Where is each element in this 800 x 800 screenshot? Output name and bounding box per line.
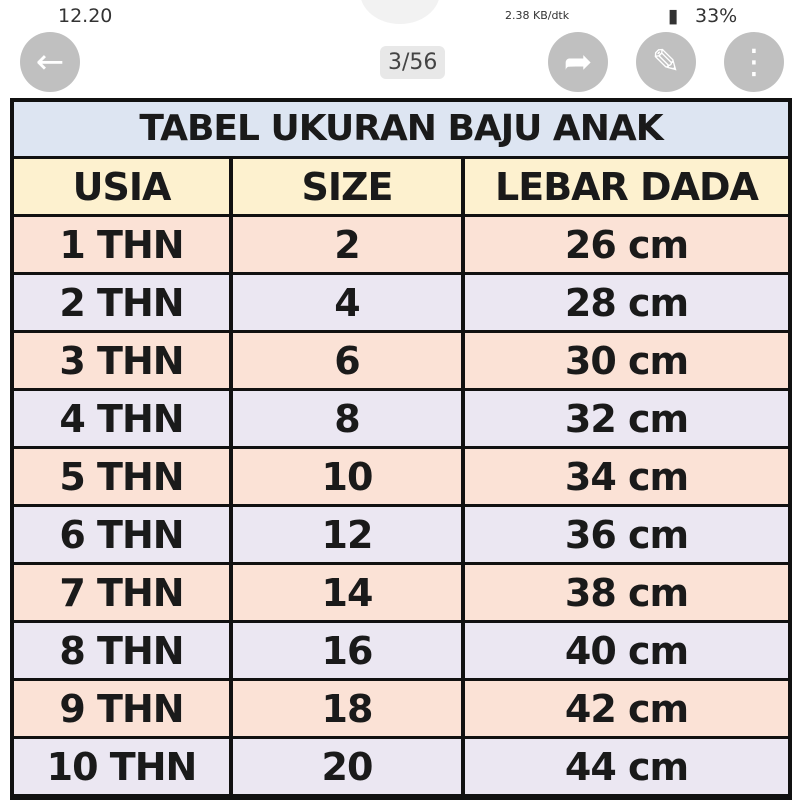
status-bar: 12.20 2.38 KB/dtk ▮ 33% <box>0 0 800 30</box>
table-row: 6 THN 12 36 cm <box>14 507 788 562</box>
table-cell: 14 <box>233 565 461 620</box>
size-table: USIA SIZE LEBAR DADA 1 THN 2 26 cm 2 THN 4 28 cm… <box>14 159 788 797</box>
table-cell: 10 THN <box>14 739 229 794</box>
more-icon[interactable]: ⋮ <box>724 32 784 92</box>
table-cell: 8 <box>233 391 461 446</box>
table-cell: 6 <box>233 333 461 388</box>
viewer-toolbar: ← 3/56 ➦ ✎ ⋮ <box>0 30 800 96</box>
table-cell: 34 cm <box>465 449 788 504</box>
column-header: USIA <box>14 159 229 214</box>
share-icon[interactable]: ➦ <box>548 32 608 92</box>
image-counter: 3/56 <box>380 46 446 79</box>
battery-level: 33% <box>695 5 738 27</box>
table-cell: 18 <box>233 681 461 736</box>
table-row: 8 THN 16 40 cm <box>14 623 788 678</box>
table-row: 9 THN 18 42 cm <box>14 681 788 736</box>
table-cell: 44 cm <box>465 739 788 794</box>
table-row: 7 THN 14 38 cm <box>14 565 788 620</box>
table-header: USIA SIZE LEBAR DADA <box>14 159 788 214</box>
table-cell: 28 cm <box>465 275 788 330</box>
table-cell: 12 <box>233 507 461 562</box>
table-cell: 32 cm <box>465 391 788 446</box>
table-cell: 1 THN <box>14 217 229 272</box>
table-cell: 2 THN <box>14 275 229 330</box>
column-header: SIZE <box>233 159 461 214</box>
table-cell: 36 cm <box>465 507 788 562</box>
table-row: 4 THN 8 32 cm <box>14 391 788 446</box>
table-title: TABEL UKURAN BAJU ANAK <box>14 102 788 156</box>
network-speed: 2.38 KB/dtk <box>505 9 570 22</box>
table-cell: 2 <box>233 217 461 272</box>
table-row: 2 THN 4 28 cm <box>14 275 788 330</box>
table-row: 10 THN 20 44 cm <box>14 739 788 794</box>
back-arrow-icon[interactable]: ← <box>20 32 80 92</box>
table-cell: 8 THN <box>14 623 229 678</box>
product-image: TABEL UKURAN BAJU ANAK USIA SIZE LEBAR DAD… <box>10 98 792 800</box>
table-cell: 7 THN <box>14 565 229 620</box>
table-cell: 3 THN <box>14 333 229 388</box>
status-time: 12.20 <box>58 5 113 27</box>
table-cell: 4 <box>233 275 461 330</box>
table-cell: 6 THN <box>14 507 229 562</box>
camera-notch <box>360 0 440 24</box>
table-cell: 5 THN <box>14 449 229 504</box>
table-row: 5 THN 10 34 cm <box>14 449 788 504</box>
table-cell: 30 cm <box>465 333 788 388</box>
battery-icon: ▮ <box>668 5 679 27</box>
table-cell: 40 cm <box>465 623 788 678</box>
edit-icon[interactable]: ✎ <box>636 32 696 92</box>
table-cell: 26 cm <box>465 217 788 272</box>
table-cell: 16 <box>233 623 461 678</box>
table-row: 1 THN 2 26 cm <box>14 217 788 272</box>
table-cell: 38 cm <box>465 565 788 620</box>
table-row: 3 THN 6 30 cm <box>14 333 788 388</box>
column-header: LEBAR DADA <box>465 159 788 214</box>
table-cell: 4 THN <box>14 391 229 446</box>
table-cell: 10 <box>233 449 461 504</box>
table-cell: 9 THN <box>14 681 229 736</box>
table-cell: 20 <box>233 739 461 794</box>
table-cell: 42 cm <box>465 681 788 736</box>
